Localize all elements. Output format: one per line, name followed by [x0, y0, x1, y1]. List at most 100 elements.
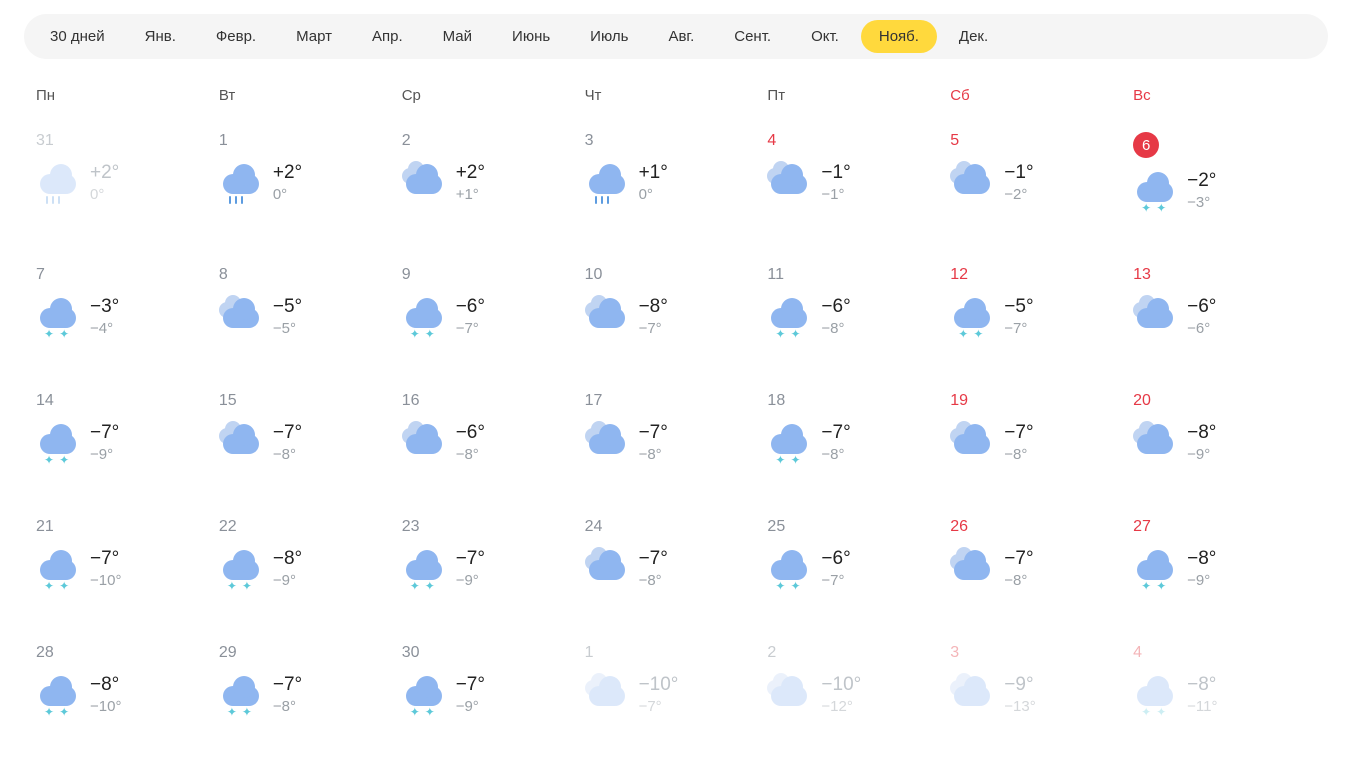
temp-high: −8° — [1187, 422, 1216, 444]
day-number: 23 — [402, 518, 585, 536]
day-number: 17 — [585, 392, 768, 410]
day-number: 4 — [767, 132, 950, 150]
day-cell[interactable]: 2−10°−12° — [767, 644, 950, 716]
day-cell[interactable]: 4✦✦−8°−11° — [1133, 644, 1316, 716]
day-cell[interactable]: 5−1°−2° — [950, 132, 1133, 212]
rain-cloud-icon — [219, 160, 263, 204]
day-body: ✦✦−7°−9° — [402, 546, 585, 590]
temps: −7°−8° — [1004, 548, 1033, 589]
day-body: −7°−8° — [585, 546, 768, 590]
day-cell[interactable]: 1−10°−7° — [585, 644, 768, 716]
day-cell[interactable]: 3+1°0° — [585, 132, 768, 212]
month-tab-1[interactable]: Янв. — [127, 20, 194, 53]
month-tab-6[interactable]: Июнь — [494, 20, 568, 53]
temp-low: 0° — [639, 186, 668, 203]
day-cell[interactable]: 8−5°−5° — [219, 266, 402, 338]
day-cell[interactable]: 11✦✦−6°−8° — [767, 266, 950, 338]
month-tab-0[interactable]: 30 дней — [32, 20, 123, 53]
temp-low: +1° — [456, 186, 485, 203]
day-cell[interactable]: 20−8°−9° — [1133, 392, 1316, 464]
day-number: 18 — [767, 392, 950, 410]
temps: −10°−7° — [639, 674, 679, 715]
day-cell[interactable]: 1+2°0° — [219, 132, 402, 212]
weather-icon-slot: ✦✦ — [402, 546, 446, 590]
day-cell[interactable]: 9✦✦−6°−7° — [402, 266, 585, 338]
temp-low: −9° — [273, 572, 302, 589]
overcast-cloud-icon — [1133, 294, 1177, 338]
weather-icon-slot — [219, 294, 263, 338]
day-cell[interactable]: 16−6°−8° — [402, 392, 585, 464]
snow-cloud-icon: ✦✦ — [402, 546, 446, 590]
weather-icon-slot: ✦✦ — [950, 294, 994, 338]
day-cell[interactable]: 26−7°−8° — [950, 518, 1133, 590]
day-body: ✦✦−7°−10° — [36, 546, 219, 590]
temp-low: −8° — [273, 446, 302, 463]
day-number: 10 — [585, 266, 768, 284]
day-cell[interactable]: 31+2°0° — [36, 132, 219, 212]
temp-low: −8° — [639, 446, 668, 463]
month-tab-9[interactable]: Сент. — [716, 20, 789, 53]
temp-high: −7° — [456, 548, 485, 570]
weather-icon-slot: ✦✦ — [36, 420, 80, 464]
day-body: +2°0° — [36, 160, 219, 204]
day-body: ✦✦ −5°−7° — [950, 294, 1133, 338]
day-cell[interactable]: 13−6°−6° — [1133, 266, 1316, 338]
day-cell[interactable]: 2+2°+1° — [402, 132, 585, 212]
weekday-row: ПнВтСрЧтПтСбВс — [36, 87, 1316, 104]
month-tab-12[interactable]: Дек. — [941, 20, 1006, 53]
day-cell[interactable]: 19−7°−8° — [950, 392, 1133, 464]
day-cell[interactable]: 3−9°−13° — [950, 644, 1133, 716]
month-tab-11[interactable]: Нояб. — [861, 20, 937, 53]
weather-icon-slot: ✦✦ — [1133, 168, 1177, 212]
day-number: 21 — [36, 518, 219, 536]
day-cell[interactable]: 22✦✦−8°−9° — [219, 518, 402, 590]
day-cell[interactable]: 24−7°−8° — [585, 518, 768, 590]
day-cell[interactable]: 4−1°−1° — [767, 132, 950, 212]
day-cell[interactable]: 10−8°−7° — [585, 266, 768, 338]
temps: −7°−8° — [639, 548, 668, 589]
snow-cloud-icon: ✦✦ — [36, 294, 80, 338]
month-tab-10[interactable]: Окт. — [793, 20, 857, 53]
temps: −5°−7° — [1004, 296, 1033, 337]
day-cell[interactable]: 17−7°−8° — [585, 392, 768, 464]
day-body: ✦✦−3°−4° — [36, 294, 219, 338]
month-tab-7[interactable]: Июль — [572, 20, 646, 53]
day-cell[interactable]: 23✦✦−7°−9° — [402, 518, 585, 590]
month-tab-2[interactable]: Февр. — [198, 20, 274, 53]
day-cell[interactable]: 25✦✦−6°−7° — [767, 518, 950, 590]
day-body: ✦✦−6°−7° — [402, 294, 585, 338]
weather-icon-slot: ✦✦ — [36, 672, 80, 716]
day-body: ✦✦−7°−9° — [402, 672, 585, 716]
day-cell[interactable]: 27✦✦−8°−9° — [1133, 518, 1316, 590]
temps: +1°0° — [639, 162, 668, 203]
temps: −7°−8° — [273, 422, 302, 463]
weekday-1: Вт — [219, 87, 402, 104]
overcast-cloud-icon — [219, 294, 263, 338]
day-cell[interactable]: 29✦✦−7°−8° — [219, 644, 402, 716]
temp-high: −9° — [1004, 674, 1035, 696]
day-cell[interactable]: 28✦✦−8°−10° — [36, 644, 219, 716]
month-tab-3[interactable]: Март — [278, 20, 350, 53]
day-cell[interactable]: 7✦✦−3°−4° — [36, 266, 219, 338]
day-cell[interactable]: 18✦✦−7°−8° — [767, 392, 950, 464]
day-body: ✦✦−6°−8° — [767, 294, 950, 338]
month-tab-5[interactable]: Май — [425, 20, 490, 53]
day-number: 22 — [219, 518, 402, 536]
day-cell[interactable]: 12✦✦−5°−7° — [950, 266, 1133, 338]
temp-high: +2° — [456, 162, 485, 184]
day-cell[interactable]: 15−7°−8° — [219, 392, 402, 464]
day-number: 2 — [767, 644, 950, 662]
overcast-cloud-icon — [767, 160, 811, 204]
day-cell[interactable]: 30✦✦−7°−9° — [402, 644, 585, 716]
temp-high: −7° — [273, 674, 302, 696]
day-cell[interactable]: 21 ✦✦−7°−10° — [36, 518, 219, 590]
day-cell[interactable]: 14✦✦−7°−9° — [36, 392, 219, 464]
day-cell[interactable]: 6✦✦−2°−3° — [1133, 132, 1316, 212]
temps: −7°−8° — [821, 422, 850, 463]
day-body: ✦✦−7°−8° — [219, 672, 402, 716]
overcast-cloud-icon — [585, 294, 629, 338]
month-tab-4[interactable]: Апр. — [354, 20, 421, 53]
temp-low: −8° — [1004, 572, 1033, 589]
month-tab-8[interactable]: Авг. — [650, 20, 712, 53]
temp-low: −9° — [456, 698, 485, 715]
